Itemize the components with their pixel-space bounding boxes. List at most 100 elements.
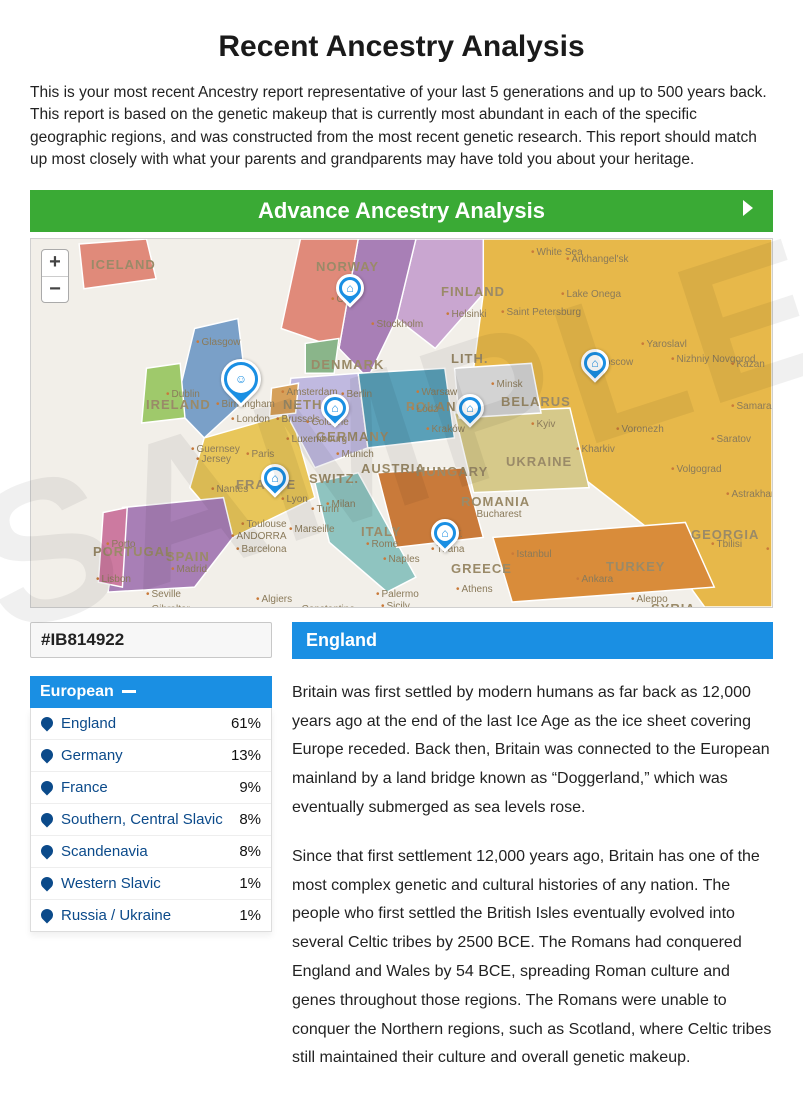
map-city-label: Marseille	[289, 524, 335, 535]
region-name: Western Slavic	[61, 875, 239, 892]
banner-arrow-icon	[741, 198, 757, 224]
map-city-label: Madrid	[171, 564, 207, 575]
map-city-label: Sicily	[381, 601, 410, 608]
map-city-label: Algiers	[256, 594, 292, 605]
page-title: Recent Ancestry Analysis	[30, 30, 773, 64]
pin-icon	[39, 843, 56, 860]
map-country-label: UKRAINE	[506, 454, 572, 469]
sample-id-box: #IB814922	[30, 622, 272, 658]
map-city-label: Luxembourg	[286, 434, 347, 445]
map-city-label: Jersey	[196, 454, 231, 465]
group-label: European	[40, 683, 114, 701]
zoom-in-button[interactable]: +	[42, 250, 68, 276]
map-city-label: Dublin	[166, 389, 200, 400]
regions-list: England61%Germany13%France9%Southern, Ce…	[30, 708, 272, 932]
region-name: France	[61, 779, 239, 796]
map-city-label: Aleppo	[631, 594, 668, 605]
map-city-label: Kharkiv	[576, 444, 615, 455]
map-country-label: FINLAND	[441, 284, 505, 299]
map-city-label: Porto	[106, 539, 135, 550]
sidebar: #IB814922 European England61%Germany13%F…	[30, 622, 272, 1073]
banner-label: Advance Ancestry Analysis	[258, 198, 545, 223]
map-city-label: Gibraltar	[146, 604, 190, 608]
zoom-out-button[interactable]: −	[42, 276, 68, 302]
map-city-label: Munich	[336, 449, 374, 460]
pin-icon	[39, 715, 56, 732]
map-country-label: ROMANIA	[461, 494, 530, 509]
region-name: Southern, Central Slavic	[61, 811, 239, 828]
region-percent: 1%	[239, 907, 261, 924]
region-row[interactable]: Russia / Ukraine1%	[31, 900, 271, 931]
region-row[interactable]: Western Slavic1%	[31, 868, 271, 900]
page-container: Recent Ancestry Analysis This is your mo…	[0, 0, 803, 1103]
region-row[interactable]: France9%	[31, 772, 271, 804]
region-row[interactable]: England61%	[31, 708, 271, 740]
map-city-label: ANDORRA	[231, 531, 287, 542]
map-city-label: Voronezh	[616, 424, 664, 435]
map-city-label: Samara	[731, 401, 772, 412]
map-city-label: Bucharest	[471, 509, 522, 520]
region-percent: 1%	[239, 875, 261, 892]
map-city-label: Brussels	[276, 414, 320, 425]
advance-analysis-banner[interactable]: Advance Ancestry Analysis	[30, 190, 773, 232]
ancestry-map[interactable]: + − ICELANDNORWAYFINLANDIRELANDFRANCESPA…	[30, 238, 773, 608]
map-city-label: Seville	[146, 589, 181, 600]
region-name: Scandenavia	[61, 843, 239, 860]
map-city-label: Warsaw	[416, 387, 457, 398]
pin-icon	[39, 875, 56, 892]
map-city-label: Volgograd	[671, 464, 722, 475]
detail-panel: England Britain was first settled by mod…	[292, 622, 773, 1073]
map-city-label: Paris	[246, 449, 274, 460]
map-country-label: ITALY	[361, 524, 401, 539]
map-city-label: Turin	[311, 504, 339, 515]
map-city-label: Lake Onega	[561, 289, 621, 300]
map-zoom-control: + −	[41, 249, 69, 303]
map-country-label: NORWAY	[316, 259, 379, 274]
map-city-label: Astrakhan	[726, 489, 773, 500]
region-row[interactable]: Southern, Central Slavic8%	[31, 804, 271, 836]
map-city-label: Ankara	[576, 574, 613, 585]
map-city-label: Athens	[456, 584, 493, 595]
map-city-label: Kazan	[731, 359, 765, 370]
map-country-label: BELARUS	[501, 394, 571, 409]
pin-icon	[39, 779, 56, 796]
map-city-label: Stockholm	[371, 319, 423, 330]
map-city-label: Istanbul	[511, 549, 552, 560]
map-city-label: Kyiv	[531, 419, 555, 430]
region-percent: 8%	[239, 811, 261, 828]
map-city-label: Nantes	[211, 484, 248, 495]
detail-paragraph: Since that first settlement 12,000 years…	[292, 843, 773, 1073]
map-country-label: DENMARK	[311, 357, 384, 372]
map-city-label: Baku	[766, 544, 773, 555]
map-city-label: Palermo	[376, 589, 419, 600]
pin-icon	[39, 907, 56, 924]
detail-title: England	[292, 622, 773, 659]
map-city-label: Constantine	[296, 604, 355, 608]
region-percent: 9%	[239, 779, 261, 796]
map-city-label: Saint Petersburg	[501, 307, 581, 318]
region-row[interactable]: Germany13%	[31, 740, 271, 772]
map-country-label: TURKEY	[606, 559, 665, 574]
region-name: England	[61, 715, 231, 732]
map-city-label: Rome	[366, 539, 398, 550]
map-city-label: Kraków	[426, 424, 465, 435]
map-country-label: SWITZ.	[309, 471, 359, 486]
map-city-label: Barcelona	[236, 544, 287, 555]
region-name: Germany	[61, 747, 231, 764]
region-row[interactable]: Scandenavia8%	[31, 836, 271, 868]
pin-icon	[39, 811, 56, 828]
map-city-label: Łódź	[411, 404, 438, 415]
collapse-icon	[122, 690, 136, 694]
map-city-label: London	[231, 414, 270, 425]
region-group-header[interactable]: European	[30, 676, 272, 708]
region-percent: 61%	[231, 715, 261, 732]
region-name: Russia / Ukraine	[61, 907, 239, 924]
map-city-label: Lyon	[281, 494, 308, 505]
map-country-label: ICELAND	[91, 257, 156, 272]
map-country-label: HUNGARY	[416, 464, 488, 479]
region-percent: 8%	[239, 843, 261, 860]
map-city-label: Glasgow	[196, 337, 240, 348]
intro-text: This is your most recent Ancestry report…	[30, 82, 773, 172]
map-city-label: Minsk	[491, 379, 523, 390]
map-country-label: LITH.	[451, 351, 489, 366]
